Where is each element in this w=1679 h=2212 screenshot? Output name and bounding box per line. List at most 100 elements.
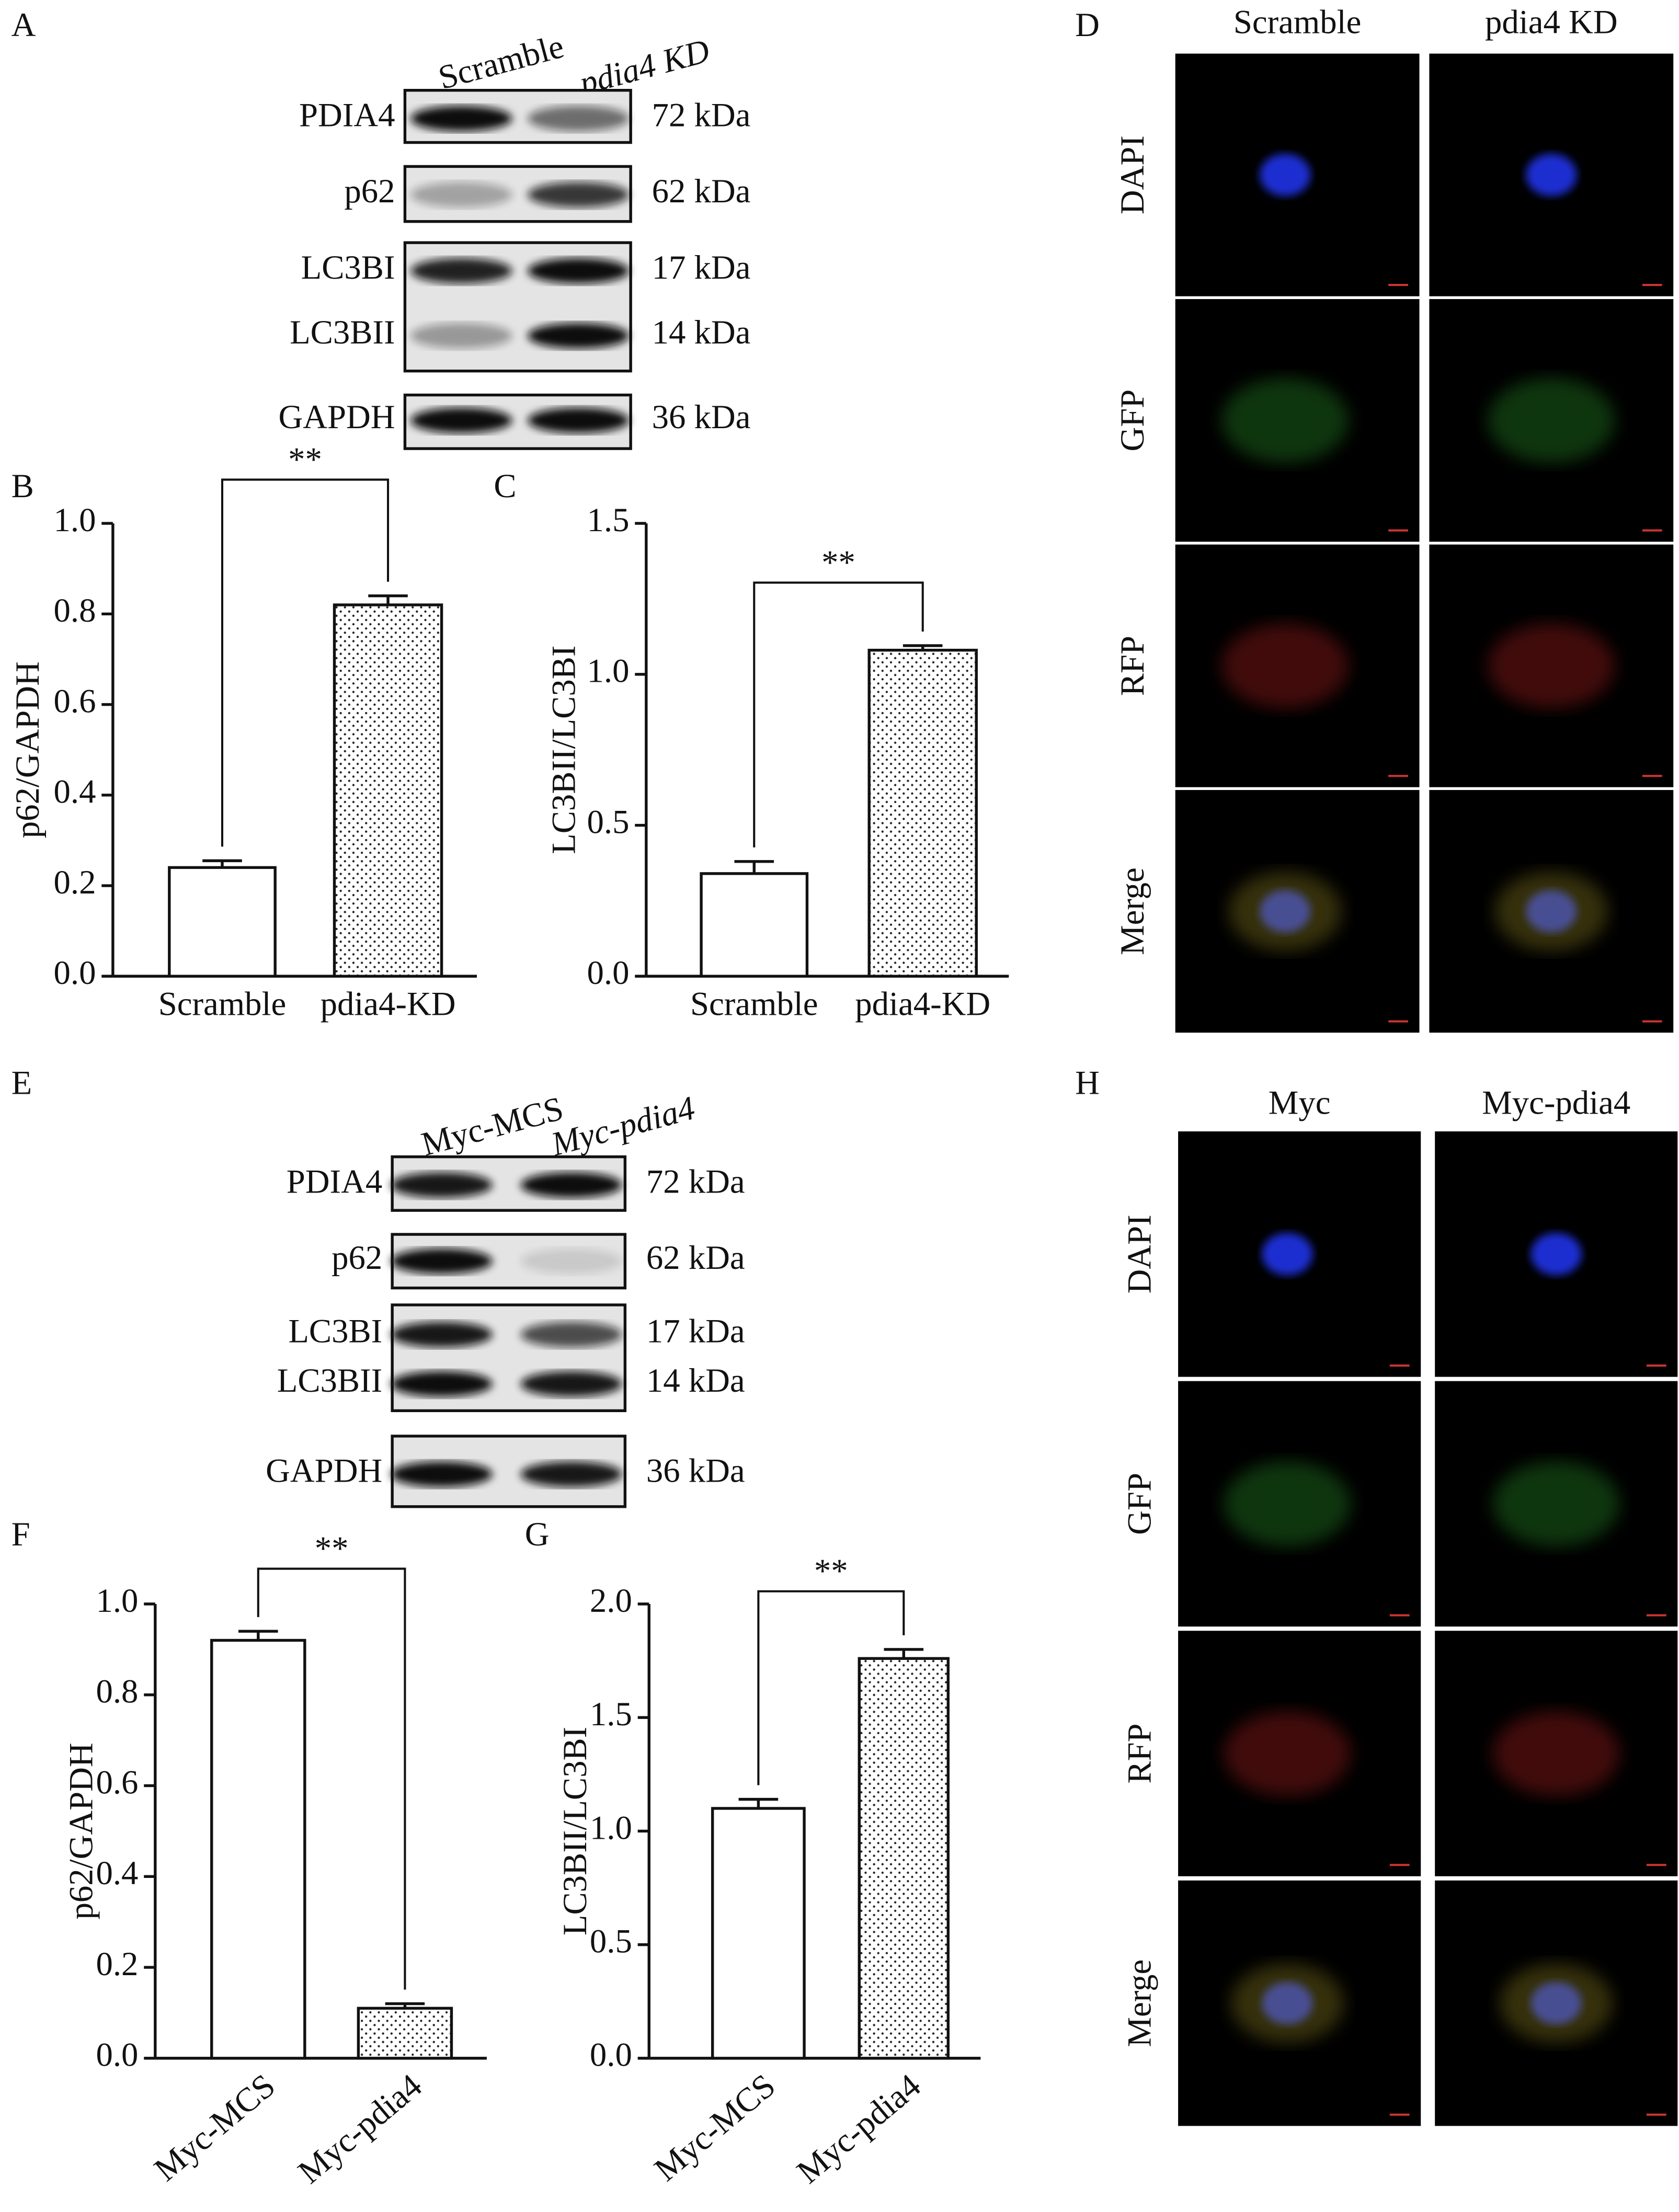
- blot-size-label: 62 kDa: [646, 1239, 745, 1277]
- blot-band: [410, 323, 512, 349]
- x-tick-label: Scramble: [690, 985, 818, 1023]
- bar: [333, 603, 443, 978]
- blot-band: [410, 182, 512, 208]
- panel-label: B: [12, 467, 34, 505]
- blot-size-label: 14 kDa: [652, 314, 751, 351]
- bar: [867, 648, 978, 978]
- blot-band: [520, 1322, 622, 1347]
- merge-signal: [1500, 1964, 1613, 2043]
- micro-row-label: RFP: [1121, 1723, 1158, 1783]
- blot-row-label: p62: [332, 1239, 382, 1277]
- significance-label: **: [288, 441, 322, 478]
- y-tick-label: 0.0: [54, 954, 96, 992]
- bar: [700, 872, 809, 978]
- cytoplasm: [1488, 378, 1615, 463]
- blot-row-label: PDIA4: [287, 1163, 382, 1200]
- cytoplasm: [1221, 623, 1349, 708]
- blot-band: [410, 106, 512, 131]
- panel-label: C: [494, 467, 516, 505]
- cytoplasm: [1224, 1711, 1351, 1796]
- blot-row-label: LC3BII: [277, 1362, 382, 1400]
- blot-band: [528, 323, 630, 349]
- y-tick-label: 1.5: [590, 1695, 632, 1733]
- merge-signal: [1231, 1964, 1344, 2043]
- y-axis-label: p62/GAPDH: [9, 661, 47, 838]
- panel-label: A: [12, 6, 36, 44]
- blot-band: [528, 407, 630, 433]
- bar: [711, 1807, 806, 2060]
- y-tick-label: 0.8: [96, 1673, 138, 1711]
- x-tick-label: pdia4-KD: [321, 985, 456, 1023]
- blot-row-label: GAPDH: [266, 1452, 382, 1490]
- significance-bracket: [753, 581, 924, 847]
- blot-band: [391, 1322, 493, 1347]
- bar: [210, 1638, 306, 2060]
- significance-label: **: [315, 1530, 349, 1567]
- blot-band: [520, 1371, 622, 1397]
- micro-row-label: GFP: [1121, 1473, 1158, 1535]
- micro-row-label: DAPI: [1114, 135, 1151, 214]
- y-tick-label: 2.0: [590, 1582, 632, 1620]
- y-tick-label: 1.0: [96, 1582, 138, 1620]
- micro-column-label: Scramble: [1233, 3, 1362, 41]
- blot-band: [410, 258, 512, 284]
- x-tick-label: pdia4-KD: [855, 985, 990, 1023]
- micro-column-label: Myc: [1269, 1084, 1331, 1121]
- blot-band: [391, 1248, 493, 1274]
- nucleus: [1530, 1233, 1582, 1276]
- micro-row-label: RFP: [1114, 636, 1151, 696]
- micro-row-label: DAPI: [1121, 1214, 1158, 1293]
- micro-column-label: Myc-pdia4: [1482, 1084, 1630, 1121]
- y-tick-label: 0.0: [587, 954, 630, 992]
- y-axis-label: LC3BII/LC3BI: [545, 646, 583, 854]
- y-tick-label: 0.5: [590, 1923, 632, 1961]
- bar: [858, 1657, 950, 2060]
- y-axis-label: p62/GAPDH: [63, 1743, 100, 1919]
- micro-row-label: Merge: [1121, 1959, 1158, 2047]
- blot-row-label: PDIA4: [299, 97, 395, 134]
- x-tick-label: Scramble: [158, 985, 287, 1023]
- panel-label: G: [525, 1516, 550, 1553]
- nucleus: [1526, 154, 1577, 197]
- micro-row-label: Merge: [1114, 867, 1151, 955]
- y-tick-label: 0.4: [54, 773, 96, 811]
- blot-band: [528, 182, 630, 208]
- significance-bracket: [257, 1567, 406, 1990]
- y-tick-label: 0.4: [96, 1854, 138, 1892]
- cytoplasm: [1492, 1461, 1620, 1546]
- blot-band: [520, 1172, 622, 1198]
- blot-band: [528, 106, 630, 131]
- blot-size-label: 36 kDa: [646, 1452, 745, 1490]
- blot-size-label: 36 kDa: [652, 398, 751, 436]
- blot-row-label: LC3BI: [301, 249, 395, 286]
- blot-size-label: 17 kDa: [646, 1312, 745, 1350]
- merge-signal: [1228, 872, 1342, 951]
- y-tick-label: 0.0: [96, 2036, 138, 2074]
- bar: [168, 866, 277, 978]
- y-axis-label: LC3BII/LC3BI: [556, 1727, 594, 1935]
- micro-row-label: GFP: [1114, 389, 1151, 452]
- cytoplasm: [1492, 1711, 1620, 1796]
- y-tick-label: 0.0: [590, 2036, 632, 2074]
- blot-row-label: p62: [344, 173, 395, 210]
- nucleus: [1260, 154, 1311, 197]
- panel-label: H: [1075, 1064, 1100, 1102]
- nucleus: [1262, 1233, 1313, 1276]
- blot-row-label: GAPDH: [278, 398, 395, 436]
- blot-band: [410, 407, 512, 433]
- y-tick-label: 0.5: [587, 803, 630, 841]
- blot-size-label: 17 kDa: [652, 249, 751, 286]
- y-tick-label: 1.5: [587, 501, 630, 539]
- y-tick-label: 0.2: [96, 1945, 138, 1983]
- y-tick-label: 0.2: [54, 864, 96, 901]
- significance-label: **: [814, 1552, 848, 1590]
- blot-size-label: 14 kDa: [646, 1362, 745, 1400]
- panel-label: E: [12, 1064, 32, 1102]
- blot-band: [391, 1371, 493, 1397]
- significance-label: **: [821, 544, 855, 581]
- y-tick-label: 0.6: [54, 682, 96, 720]
- bar: [357, 2007, 453, 2060]
- y-tick-label: 1.0: [590, 1809, 632, 1847]
- blot-band: [520, 1461, 622, 1487]
